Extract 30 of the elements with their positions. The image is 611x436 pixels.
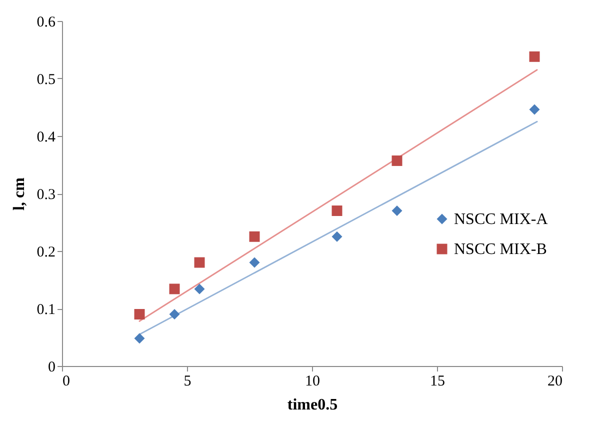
point	[134, 333, 145, 344]
legend-label: NSCC MIX-A	[454, 211, 548, 228]
point	[529, 51, 540, 62]
y-tick-label: 0.2	[36, 244, 56, 260]
point	[392, 155, 402, 166]
y-tick-label: 0.6	[36, 14, 56, 30]
point	[332, 206, 342, 216]
x-axis-title: time0.5	[287, 396, 338, 414]
point	[249, 257, 260, 268]
legend-label: NSCC MIX-B	[454, 241, 547, 258]
point	[194, 284, 205, 294]
x-tick-label: 15	[430, 374, 445, 390]
x-tick-label: 20	[548, 374, 562, 390]
point	[332, 231, 342, 242]
x-tick-label: 5	[184, 374, 192, 390]
point	[194, 257, 205, 268]
y-axis-title: l, cm	[10, 176, 28, 210]
point	[134, 309, 145, 320]
y-tick-label: 0.1	[36, 302, 56, 318]
x-tick-label: 10	[305, 374, 320, 390]
y-tick-label: 0.3	[36, 187, 56, 203]
x-tick-label: 0	[62, 374, 70, 390]
point	[529, 104, 540, 115]
y-tick-label: 0	[48, 360, 56, 376]
point	[169, 309, 180, 320]
point	[392, 206, 402, 216]
point	[169, 284, 180, 294]
y-tick-label: 0.4	[36, 130, 56, 146]
y-tick-label: 0.5	[36, 72, 56, 88]
point	[249, 231, 260, 242]
